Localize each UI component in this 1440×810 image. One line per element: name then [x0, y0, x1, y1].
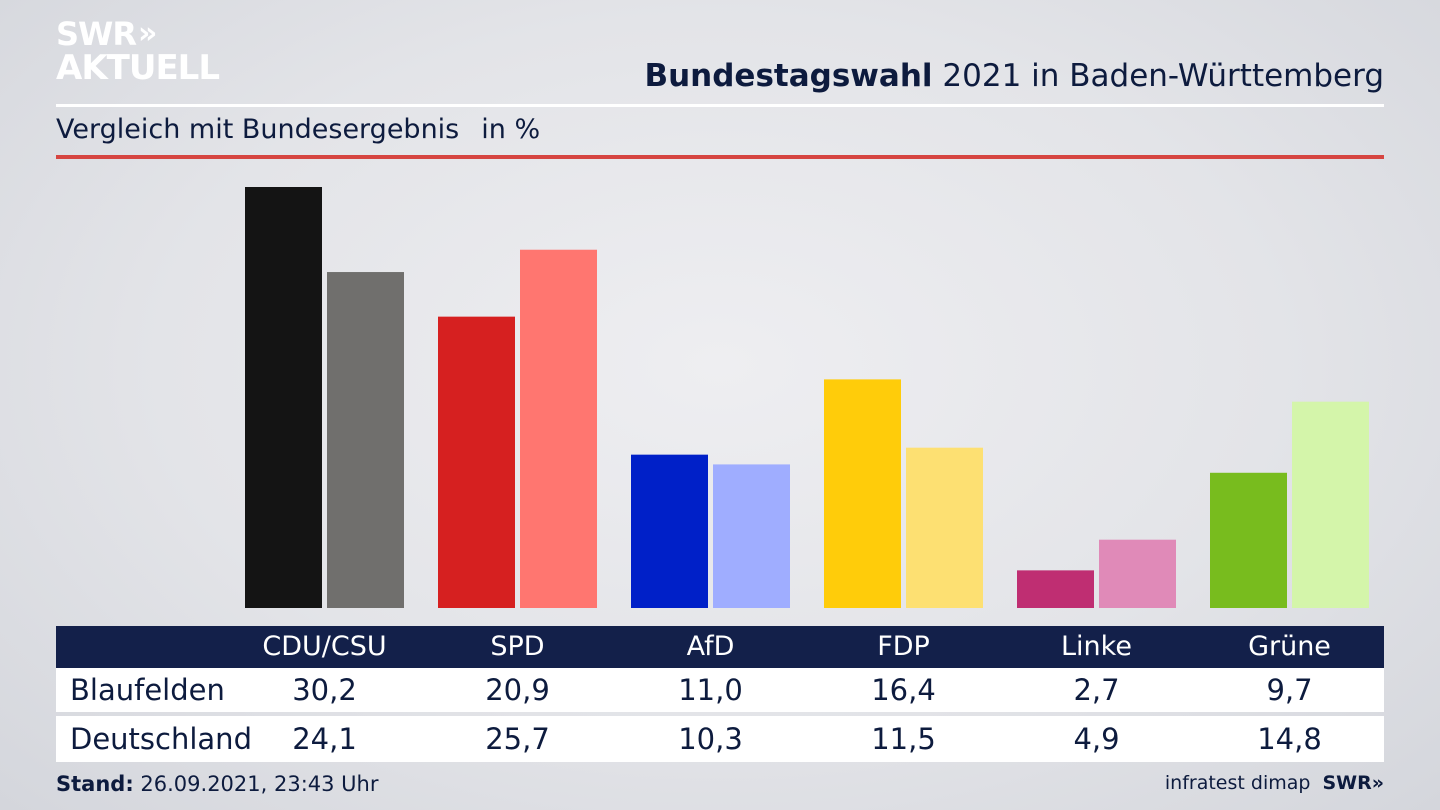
table-row-deutschland: Deutschland 24,1 25,7 10,3 11,5 4,9 14,8 [56, 716, 1384, 762]
subtitle-text: Vergleich mit Bundesergebnis [56, 114, 460, 145]
table-cell: 11,0 [678, 673, 743, 707]
table-cell: 16,4 [871, 673, 936, 707]
bar-cdu-csu-blaufelden [245, 187, 322, 608]
timestamp: Stand: 26.09.2021, 23:43 Uhr [56, 772, 379, 796]
title-bold: Bundestagswahl [644, 58, 933, 94]
bar-gr-ne-blaufelden [1210, 472, 1287, 608]
bar-linke-blaufelden [1017, 570, 1094, 608]
stand-value: 26.09.2021, 23:43 Uhr [133, 772, 379, 796]
bar-fdp-blaufelden [824, 379, 901, 608]
table-cell: 2,7 [1073, 673, 1120, 707]
source-text: infratest dimap [1164, 772, 1311, 794]
bar-afd-blaufelden [631, 454, 708, 608]
table-cell: 24,1 [292, 722, 357, 756]
chart-subtitle: Vergleich mit Bundesergebnis in % [56, 114, 540, 145]
table-cell: 20,9 [485, 673, 550, 707]
bar-linke-deutschland [1099, 539, 1176, 608]
bar-cdu-csu-deutschland [327, 272, 404, 608]
table-cell: 30,2 [292, 673, 357, 707]
logo-swr-text: SWR [56, 15, 137, 53]
subtitle-divider [56, 155, 1384, 159]
page-title: Bundestagswahl 2021 in Baden-Württemberg [644, 58, 1384, 94]
table-cell: 4,9 [1073, 722, 1120, 756]
swr-logo-small: SWR» [1322, 772, 1384, 794]
bar-spd-blaufelden [438, 316, 515, 608]
column-header: AfD [686, 631, 735, 662]
table-header-row: CDU/CSU SPD AfD FDP Linke Grüne [56, 626, 1384, 668]
column-header: Grüne [1248, 631, 1331, 662]
column-header: Linke [1061, 631, 1132, 662]
subtitle-unit: in % [481, 114, 541, 145]
column-header: CDU/CSU [262, 631, 387, 662]
table-cell: 9,7 [1266, 673, 1313, 707]
bar-gr-ne-deutschland [1292, 401, 1369, 608]
table-row-blaufelden: Blaufelden 30,2 20,9 11,0 16,4 2,7 9,7 [56, 668, 1384, 712]
table-cell: 25,7 [485, 722, 550, 756]
swr-aktuell-logo: SWR» AKTUELL [56, 15, 220, 88]
stand-label: Stand: [56, 772, 134, 796]
logo-aktuell-text: AKTUELL [56, 48, 220, 88]
bar-afd-deutschland [713, 464, 790, 608]
bar-fdp-deutschland [906, 447, 983, 608]
bar-spd-deutschland [520, 249, 597, 608]
source-credit: infratest dimap SWR» [1165, 772, 1384, 794]
table-cell: 14,8 [1257, 722, 1322, 756]
row-label: Blaufelden [70, 673, 225, 707]
row-label: Deutschland [70, 722, 252, 756]
title-rest: 2021 in Baden-Württemberg [932, 58, 1384, 94]
swr-chevron-icon: » [1371, 772, 1384, 794]
title-divider [56, 104, 1384, 107]
bar-chart [245, 187, 1369, 608]
table-cell: 10,3 [678, 722, 743, 756]
column-header: FDP [877, 631, 930, 662]
column-header: SPD [490, 631, 545, 662]
swr-brand-text: SWR [1322, 772, 1372, 794]
table-cell: 11,5 [871, 722, 936, 756]
